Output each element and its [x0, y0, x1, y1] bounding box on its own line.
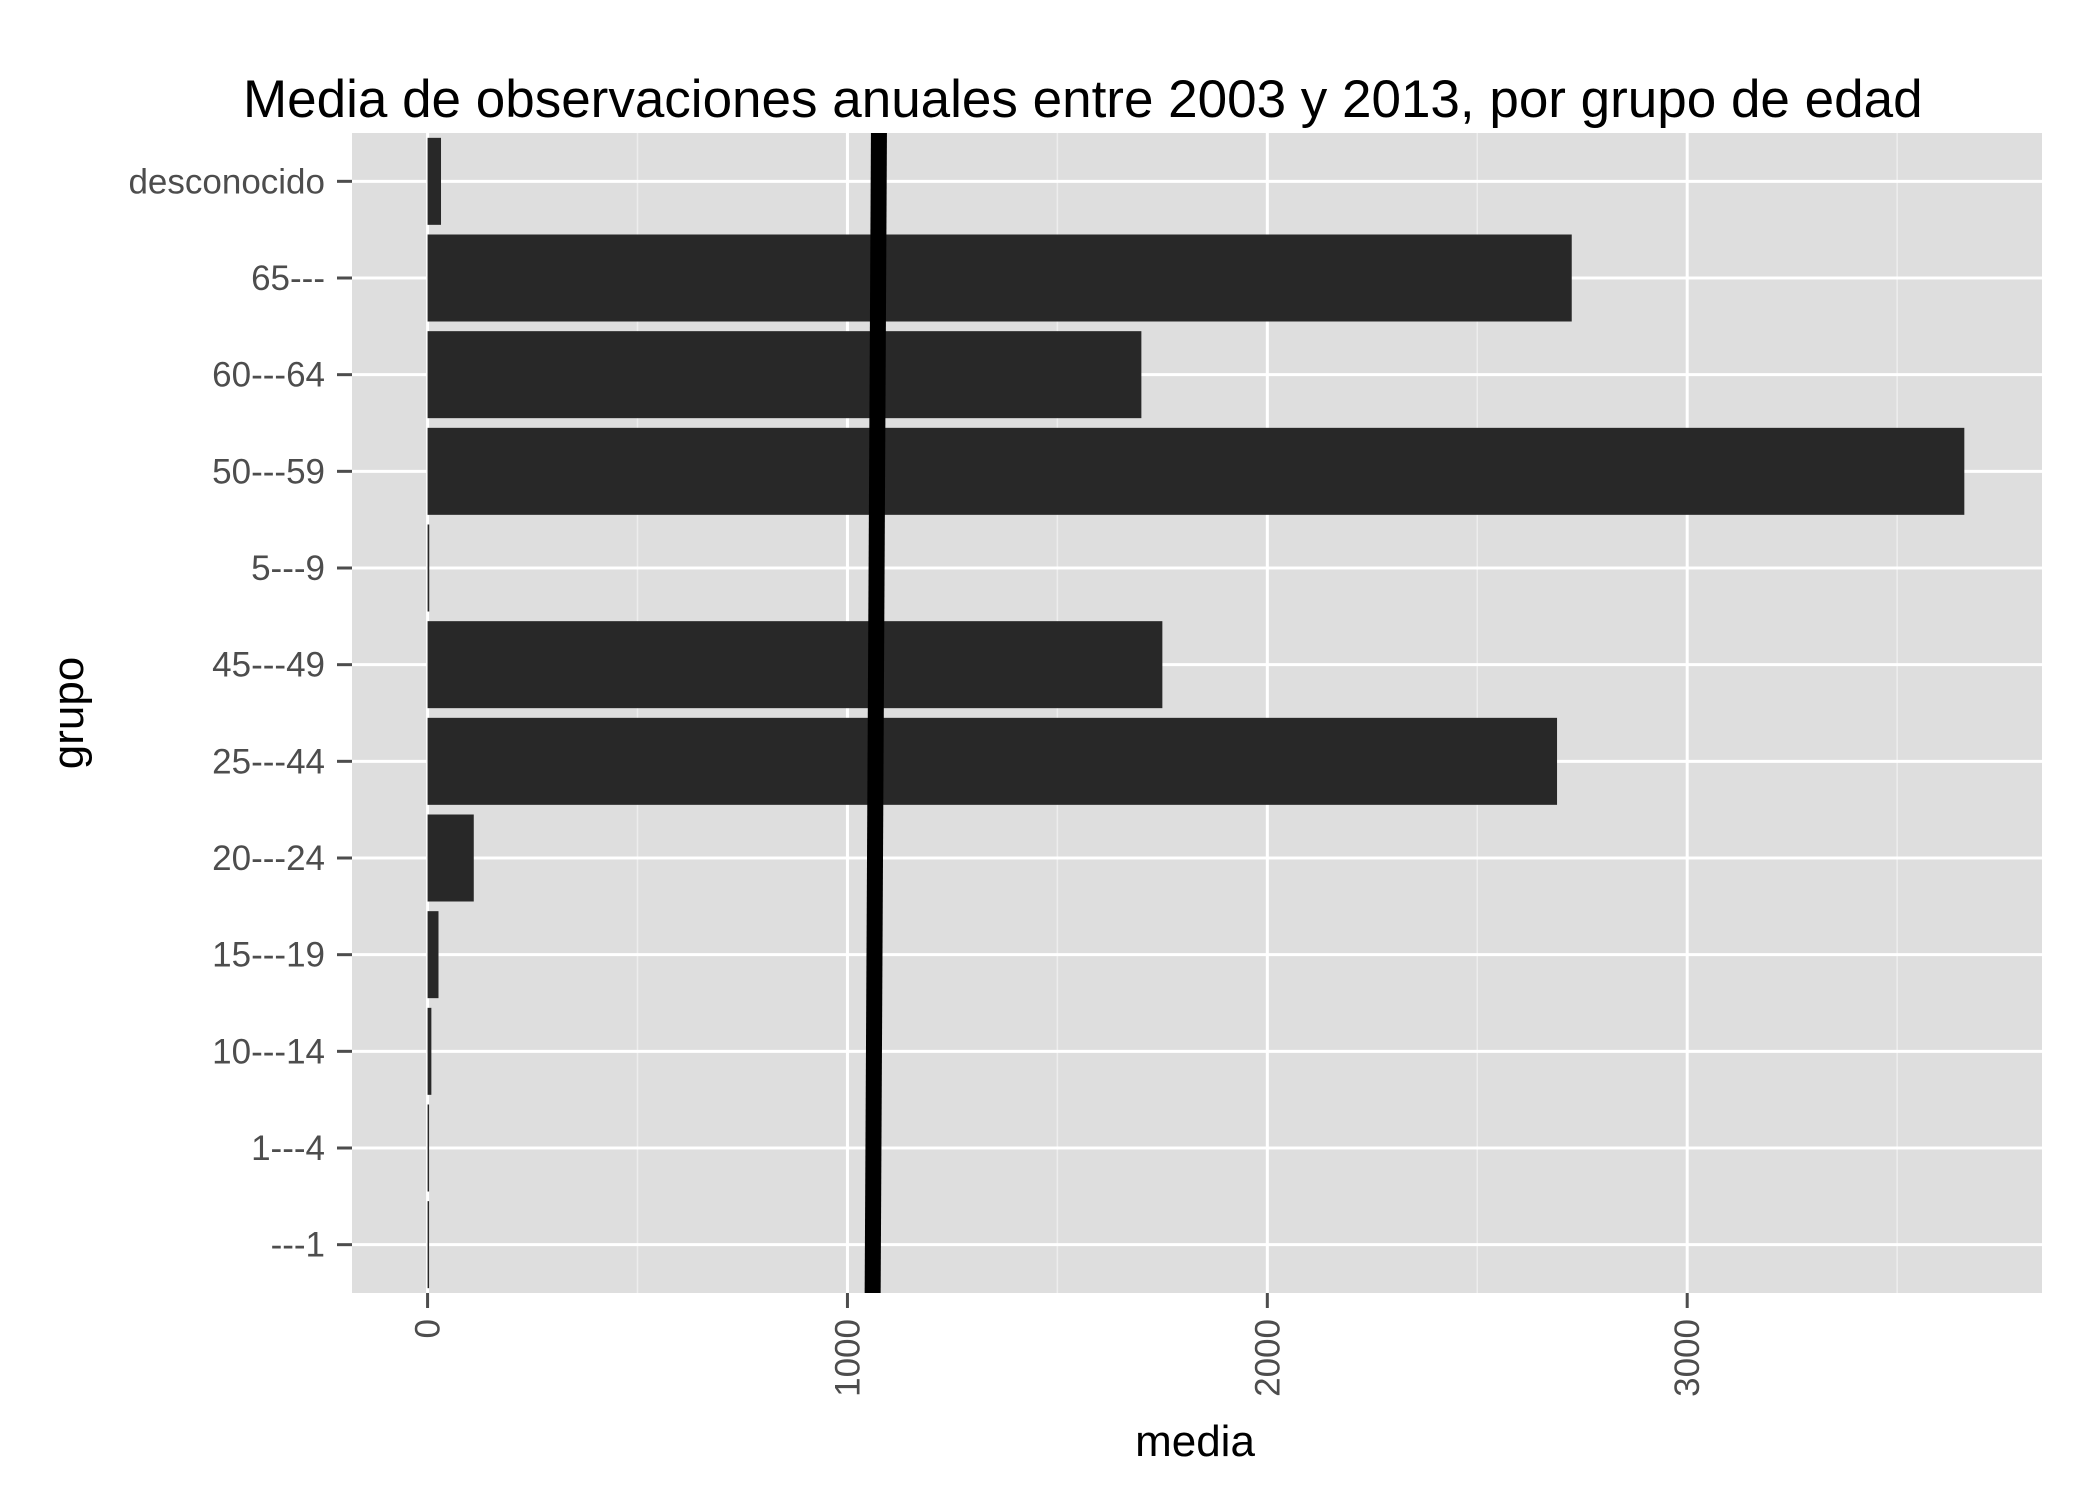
y-tick-label: 25---44	[212, 742, 325, 781]
x-axis-title: media	[1135, 1417, 1255, 1466]
reference-line-group	[864, 132, 887, 1294]
y-tick-label: 60---64	[212, 356, 325, 395]
bar	[427, 911, 439, 999]
x-tick-label: 0	[409, 1319, 448, 1338]
bar	[427, 524, 430, 612]
y-tick-label: 65---	[251, 259, 325, 298]
chart-title: Media de observaciones anuales entre 200…	[243, 70, 1923, 129]
y-axis-ticks: ---1 1---4 10---14 15---19 20---24 25---44 45-…	[128, 162, 352, 1265]
y-tick-label: 1---4	[251, 1129, 325, 1168]
y-tick-label: 20---24	[212, 839, 325, 878]
plot-panel	[352, 133, 2042, 1293]
x-tick-label: 1000	[828, 1319, 867, 1397]
y-axis-title: grupo	[44, 657, 93, 770]
bar	[427, 717, 1558, 805]
x-tick-label: 3000	[1668, 1319, 1707, 1397]
bar	[427, 427, 1965, 515]
bar	[427, 1007, 432, 1095]
bar	[427, 1201, 430, 1289]
y-tick-label: ---1	[271, 1226, 325, 1265]
x-tick-label: 2000	[1248, 1319, 1287, 1397]
y-tick-label: 15---19	[212, 936, 325, 975]
bar	[427, 137, 442, 225]
x-axis-ticks: 0 1000 2000 3000	[409, 1293, 1707, 1397]
y-tick-label: 50---59	[212, 452, 325, 491]
bar	[427, 1104, 430, 1192]
bar	[427, 331, 1142, 419]
y-tick-label: desconocido	[128, 162, 325, 201]
bar	[427, 234, 1572, 322]
y-tick-label: 5---9	[251, 549, 325, 588]
bar	[427, 814, 474, 902]
y-tick-label: 10---14	[212, 1032, 325, 1071]
bar	[427, 621, 1163, 709]
bars	[427, 137, 1965, 1289]
reference-line	[864, 132, 887, 1294]
y-tick-label: 45---49	[212, 646, 325, 685]
grid-lines	[352, 133, 2042, 1293]
